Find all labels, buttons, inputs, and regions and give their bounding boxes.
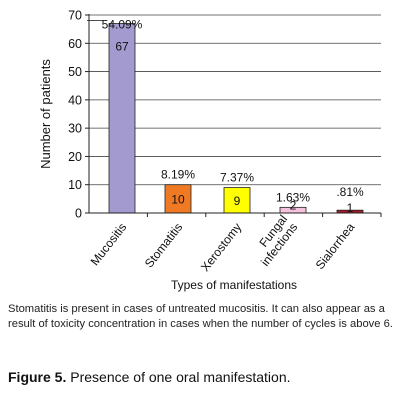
x-tick-label: Xerostomy xyxy=(198,220,244,274)
chart-note: Stomatitis is present in cases of untrea… xyxy=(8,303,393,330)
bar-percent-label: 8.19% xyxy=(161,168,195,182)
y-tick-label: 30 xyxy=(68,122,82,136)
x-tick-label: Fungalinfections xyxy=(248,212,300,269)
y-tick-label: 40 xyxy=(68,93,82,107)
bar-value-label: 2 xyxy=(290,198,297,212)
bar-percent-label: .81% xyxy=(336,185,364,199)
y-tick-label: 10 xyxy=(68,178,82,192)
figure-label: Figure 5. xyxy=(8,369,67,385)
figure-caption-text: Presence of one oral manifestation. xyxy=(66,369,291,385)
bar-percent-label: 7.37% xyxy=(220,171,254,185)
figure-caption: Figure 5. Presence of one oral manifesta… xyxy=(8,369,291,385)
bar-percent-label: 1.63% xyxy=(276,190,310,204)
x-axis-label: Types of manifestations xyxy=(171,278,297,292)
bar xyxy=(223,187,251,214)
y-tick-label: 60 xyxy=(68,37,82,51)
bar-percent-label: 54.09% xyxy=(102,17,143,31)
bar-value-label: 9 xyxy=(234,194,241,208)
axes xyxy=(85,14,382,217)
bar-value-label: 1 xyxy=(347,201,354,215)
bar xyxy=(164,184,192,214)
bar-value-label: 10 xyxy=(171,192,185,206)
y-tick-label: 70 xyxy=(68,9,82,23)
bar-chart: 0 10 20 30 40 50 60 70 67 54.09% Mucositis 10 8.19% S… xyxy=(38,9,382,292)
y-tick-label: 50 xyxy=(68,65,82,79)
x-tick-label: Sialorrhea xyxy=(313,220,358,272)
y-tick-label: 0 xyxy=(75,207,82,221)
gridlines xyxy=(89,14,381,186)
y-tick-label: 20 xyxy=(68,150,82,164)
y-axis-label: Number of patients xyxy=(38,59,53,169)
x-tick-label: Mucositis xyxy=(88,220,130,268)
bar-value-label: 67 xyxy=(115,39,129,53)
x-tick-label: Stomatitis xyxy=(142,220,185,270)
